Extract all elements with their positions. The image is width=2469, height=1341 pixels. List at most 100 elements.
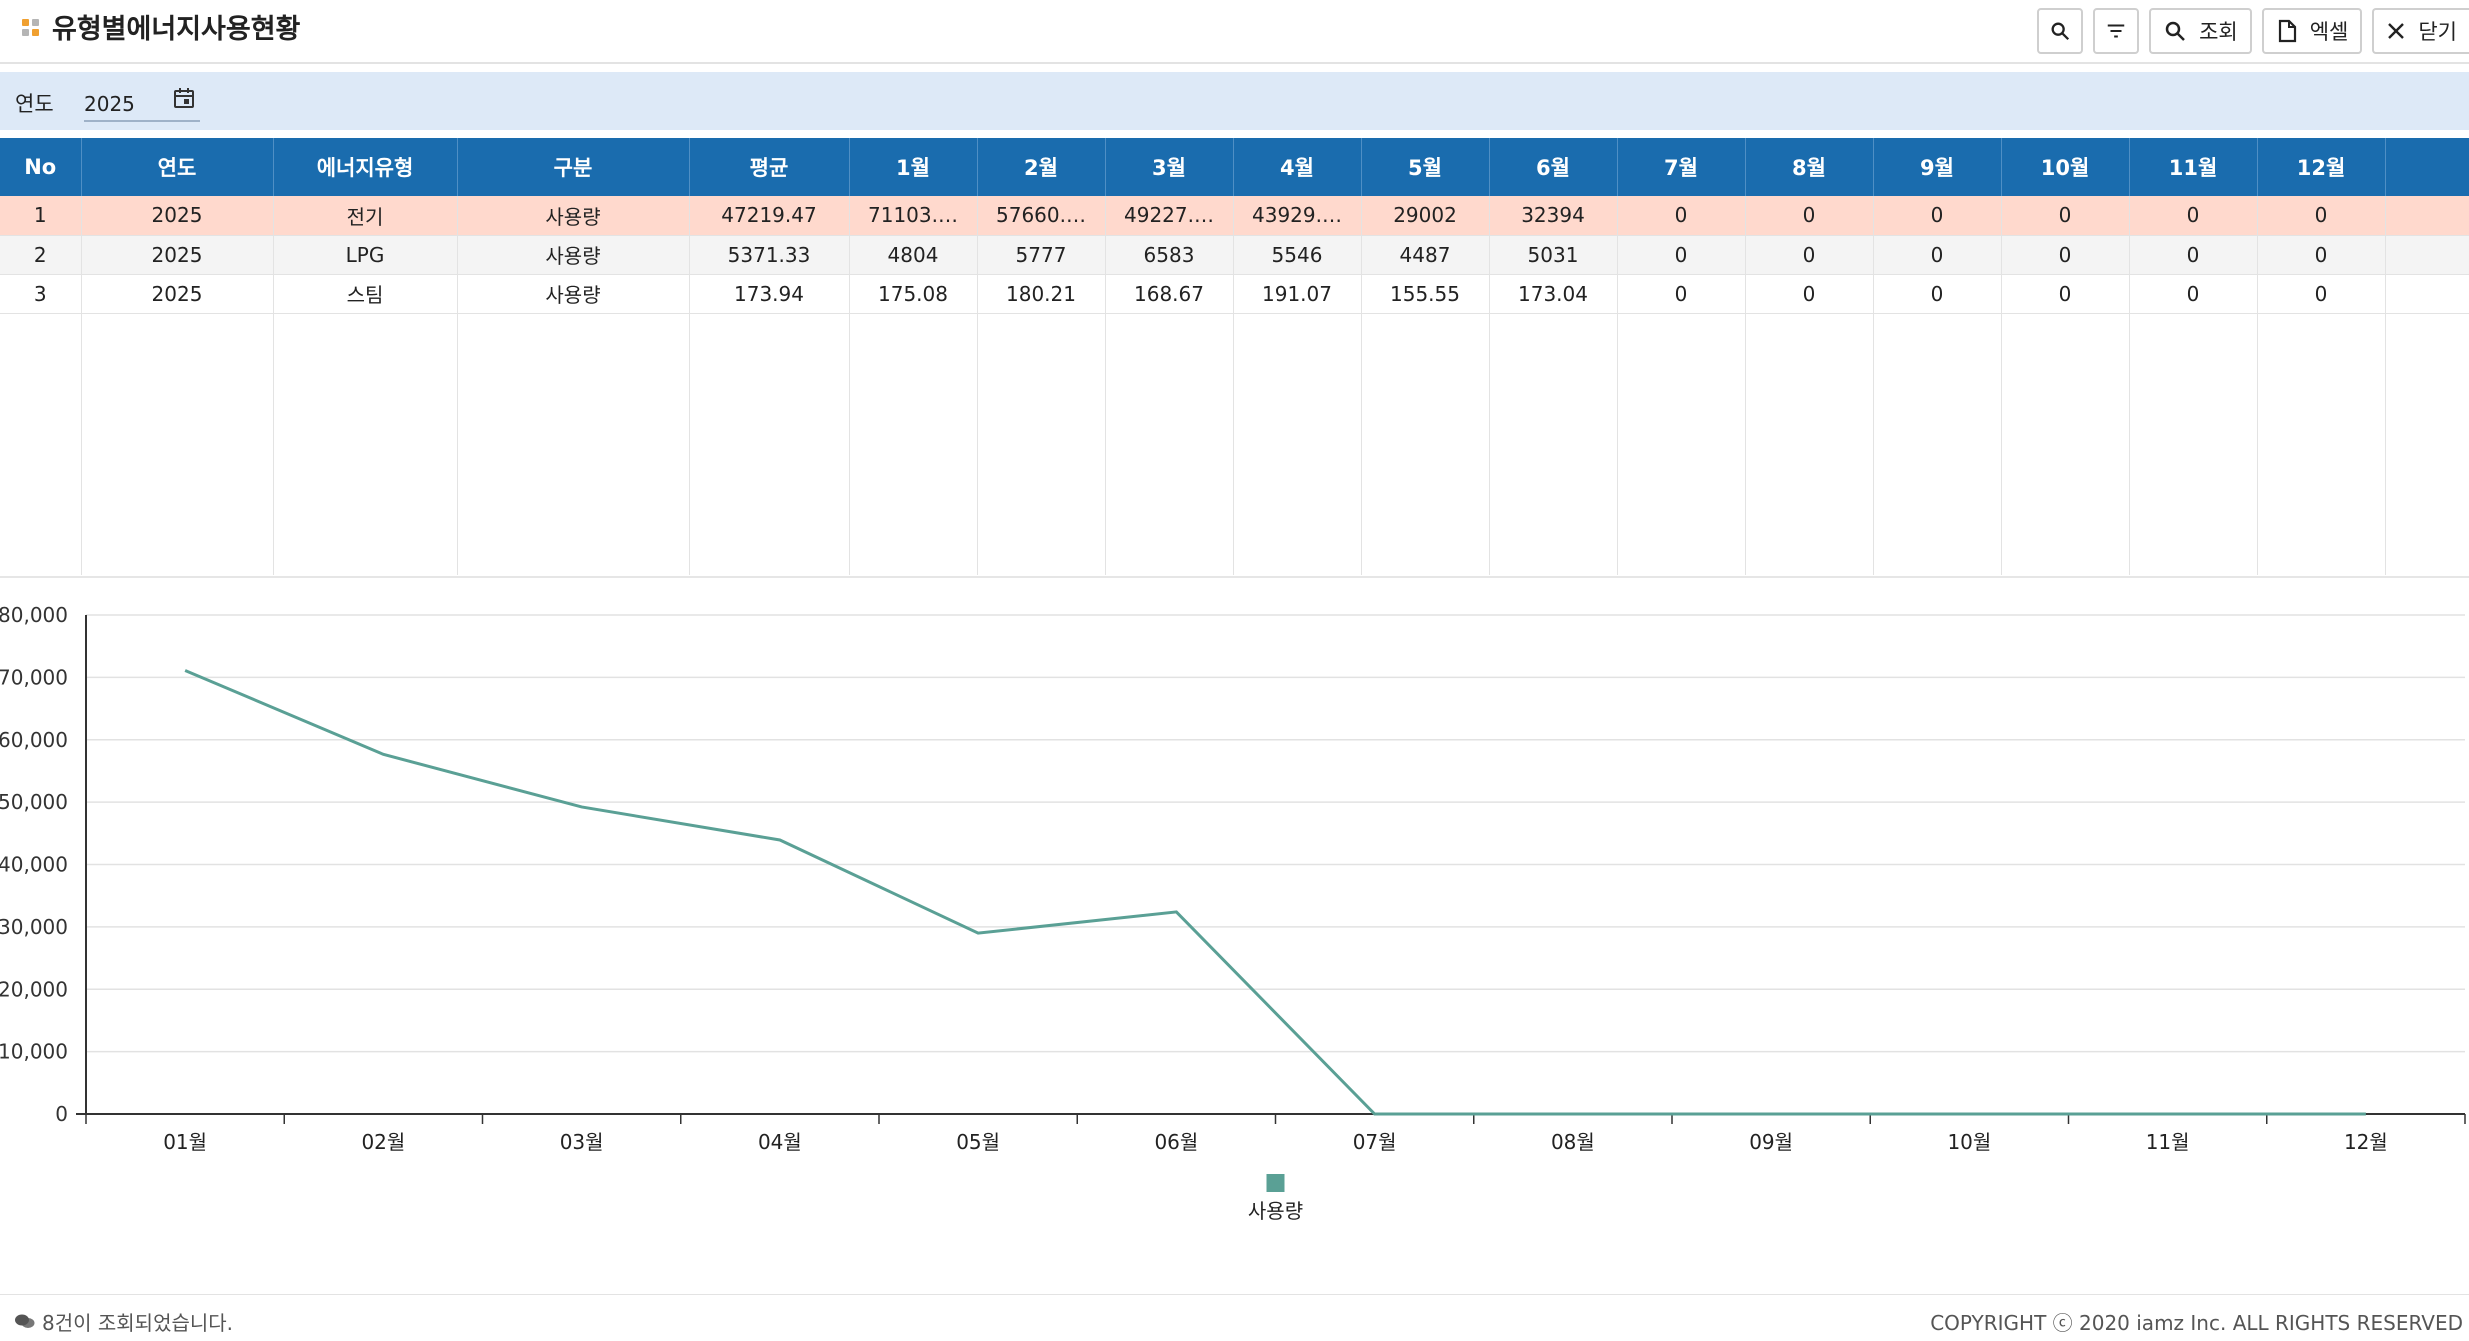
close-button-label: 닫기 <box>2418 20 2457 44</box>
table-cell[interactable]: 2025 <box>81 196 274 236</box>
table-cell[interactable]: 57660.… <box>977 196 1106 236</box>
table-cell[interactable]: 0 <box>1617 196 1746 236</box>
table-cell[interactable]: 0 <box>1617 235 1746 275</box>
table-cell[interactable]: 5777 <box>977 235 1106 275</box>
column-header[interactable]: 3월 <box>1105 138 1234 196</box>
table-cell[interactable]: 43929.… <box>1233 196 1362 236</box>
empty-cell <box>2129 313 2258 575</box>
table-cell[interactable]: LPG <box>273 235 458 275</box>
empty-cell <box>273 313 458 575</box>
table-cell[interactable]: 3 <box>0 274 82 314</box>
table-cell[interactable]: 173.04 <box>1489 274 1618 314</box>
table-cell[interactable]: 155.55 <box>1361 274 1490 314</box>
table-cell[interactable]: 사용량 <box>457 196 690 236</box>
x-tick-label: 09월 <box>1749 1130 1793 1154</box>
close-button[interactable]: 닫기 <box>2372 8 2469 54</box>
table-cell[interactable]: 32394 <box>1489 196 1618 236</box>
table-cell[interactable]: 2025 <box>81 274 274 314</box>
column-header[interactable]: 에너지유형 <box>273 138 458 196</box>
excel-button[interactable]: 엑셀 <box>2261 8 2363 54</box>
table-cell[interactable]: 71103.… <box>849 196 978 236</box>
table-cell[interactable]: 0 <box>2001 274 2130 314</box>
column-header[interactable]: No <box>0 138 82 196</box>
table-cell[interactable]: 0 <box>2001 196 2130 236</box>
x-tick-label: 02월 <box>361 1130 405 1154</box>
filter-button[interactable] <box>2093 8 2140 54</box>
column-header[interactable]: 1월 <box>849 138 978 196</box>
search-button[interactable]: 조회 <box>2149 8 2252 54</box>
column-header[interactable]: 11월 <box>2129 138 2258 196</box>
chart-svg: 0 10,000 20,000 30,000 40,000 50,000 60,000 70,… <box>0 603 2466 1223</box>
column-header[interactable]: 2월 <box>977 138 1106 196</box>
table-cell[interactable]: 5031 <box>1489 235 1618 275</box>
table-cell[interactable]: 0 <box>2129 235 2258 275</box>
table-cell[interactable]: 168.67 <box>1105 274 1234 314</box>
empty-cell <box>1105 313 1234 575</box>
table-cell[interactable]: 0 <box>1873 196 2002 236</box>
table-cell[interactable]: 2 <box>0 235 82 275</box>
column-header[interactable]: 구분 <box>457 138 690 196</box>
table-cell[interactable]: 스팀 <box>273 274 458 314</box>
y-tick-label: 80,000 <box>0 603 68 627</box>
x-tick-label: 05월 <box>956 1130 1000 1154</box>
table-row[interactable]: 2 2025 LPG 사용량 5371.33 4804 5777 6583 5546 4487 50… <box>0 235 2469 275</box>
y-tick-label: 70,000 <box>0 665 68 689</box>
table-cell[interactable]: 0 <box>1745 274 1874 314</box>
y-tick-label: 10,000 <box>0 1040 68 1064</box>
column-header[interactable]: 6월 <box>1489 138 1618 196</box>
table-cell[interactable]: 0 <box>1745 235 1874 275</box>
chat-icon <box>15 1314 35 1328</box>
column-header[interactable]: 12월 <box>2257 138 2386 196</box>
empty-cell <box>2257 313 2386 575</box>
table-cell[interactable]: 180.21 <box>977 274 1106 314</box>
table-cell[interactable]: 0 <box>1873 235 2002 275</box>
table-cell[interactable]: 4804 <box>849 235 978 275</box>
table-cell[interactable]: 191.07 <box>1233 274 1362 314</box>
table-cell[interactable]: 0 <box>2001 235 2130 275</box>
table-cell-spacer <box>2385 235 2469 275</box>
table-cell[interactable]: 1 <box>0 196 82 236</box>
x-tick-label: 10월 <box>1947 1130 1991 1154</box>
empty-cell <box>0 313 82 575</box>
empty-cell <box>2001 313 2130 575</box>
y-tick-label: 60,000 <box>0 728 68 752</box>
copyright-text: COPYRIGHT ⓒ 2020 iamz Inc. ALL RIGHTS RE… <box>1930 1311 2463 1335</box>
table-cell[interactable]: 0 <box>1617 274 1746 314</box>
table-cell[interactable]: 47219.47 <box>689 196 850 236</box>
table-cell[interactable]: 0 <box>2129 196 2258 236</box>
table-cell[interactable]: 29002 <box>1361 196 1490 236</box>
table-cell[interactable]: 0 <box>2257 274 2386 314</box>
table-cell[interactable]: 5371.33 <box>689 235 850 275</box>
empty-cell <box>689 313 850 575</box>
table-cell[interactable]: 0 <box>2129 274 2258 314</box>
table-cell[interactable]: 49227.… <box>1105 196 1234 236</box>
table-cell[interactable]: 0 <box>1873 274 2002 314</box>
table-cell-spacer <box>2385 274 2469 314</box>
table-cell[interactable]: 0 <box>1745 196 1874 236</box>
table-cell[interactable]: 0 <box>2257 196 2386 236</box>
table-cell[interactable]: 4487 <box>1361 235 1490 275</box>
column-header[interactable]: 10월 <box>2001 138 2130 196</box>
table-cell[interactable]: 2025 <box>81 235 274 275</box>
column-header[interactable]: 평균 <box>689 138 850 196</box>
column-header[interactable]: 연도 <box>81 138 274 196</box>
column-header[interactable]: 5월 <box>1361 138 1490 196</box>
table-cell[interactable]: 5546 <box>1233 235 1362 275</box>
column-header[interactable]: 9월 <box>1873 138 2002 196</box>
table-row[interactable]: 3 2025 스팀 사용량 173.94 175.08 180.21 168.67 191.07… <box>0 274 2469 314</box>
empty-cell <box>1361 313 1490 575</box>
year-input[interactable]: 2025 <box>84 80 200 122</box>
table-cell[interactable]: 6583 <box>1105 235 1234 275</box>
table-cell[interactable]: 173.94 <box>689 274 850 314</box>
calendar-icon[interactable] <box>172 86 196 110</box>
table-cell[interactable]: 175.08 <box>849 274 978 314</box>
column-header[interactable]: 4월 <box>1233 138 1362 196</box>
column-header[interactable]: 8월 <box>1745 138 1874 196</box>
table-cell[interactable]: 전기 <box>273 196 458 236</box>
table-cell[interactable]: 사용량 <box>457 274 690 314</box>
table-cell[interactable]: 사용량 <box>457 235 690 275</box>
column-header[interactable]: 7월 <box>1617 138 1746 196</box>
table-row[interactable]: 1 2025 전기 사용량 47219.47 71103.… 57660.… 49227.… 4… <box>0 196 2469 236</box>
quick-search-button[interactable] <box>2037 8 2084 54</box>
table-cell[interactable]: 0 <box>2257 235 2386 275</box>
